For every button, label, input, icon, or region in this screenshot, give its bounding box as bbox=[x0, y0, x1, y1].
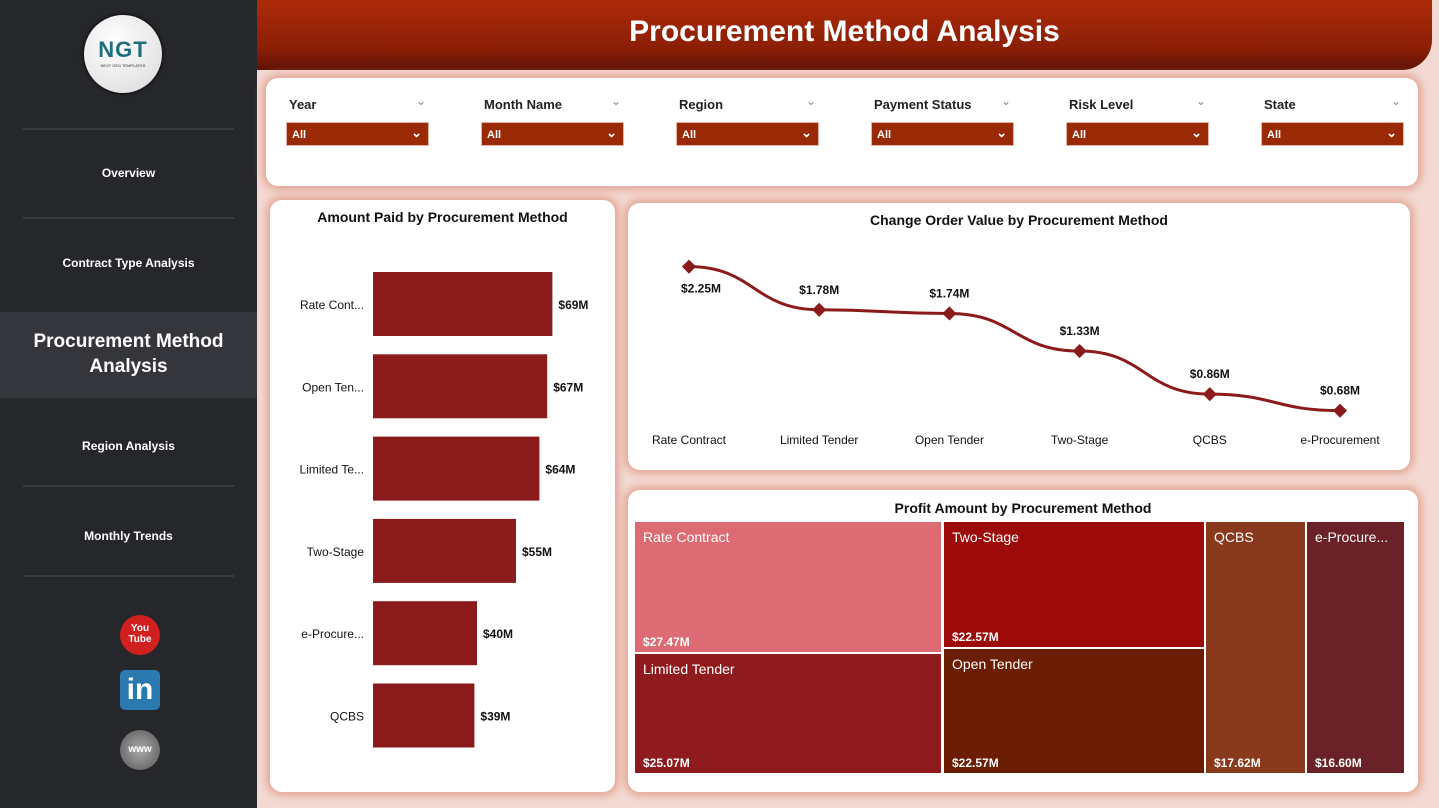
chart-title: Profit Amount by Procurement Method bbox=[894, 500, 1152, 516]
chevron-down-icon: ⌄ bbox=[996, 125, 1007, 140]
treemap-tile[interactable]: Two-Stage $22.57M bbox=[944, 522, 1204, 647]
divider bbox=[23, 128, 234, 130]
x-tick-label: Rate Contract bbox=[652, 433, 727, 447]
data-label: $1.33M bbox=[1060, 324, 1100, 338]
data-point bbox=[681, 259, 697, 274]
filter-dropdown[interactable]: All ⌄ bbox=[1066, 122, 1209, 146]
filter-label: Risk Level bbox=[1069, 97, 1134, 112]
data-point bbox=[1072, 343, 1087, 359]
category-label: Rate Cont... bbox=[300, 298, 364, 312]
data-label: $55M bbox=[522, 545, 552, 559]
change-order-chart: Change Order Value by Procurement Method… bbox=[628, 203, 1410, 470]
treemap-tile[interactable]: QCBS $17.62M bbox=[1206, 522, 1305, 773]
category-label: Limited Te... bbox=[300, 463, 364, 477]
treemap-tile[interactable]: Open Tender $22.57M bbox=[944, 649, 1204, 773]
sidebar: NGT NEXT GEN TEMPLATES Overview Contract … bbox=[0, 0, 257, 808]
sidebar-item-overview[interactable]: Overview bbox=[101, 166, 156, 180]
filter-dropdown[interactable]: All ⌄ bbox=[481, 122, 624, 146]
page-title: Procurement Method Analysis bbox=[257, 0, 1432, 70]
sidebar-item-region[interactable]: Region Analysis bbox=[82, 439, 175, 453]
chevron-down-icon[interactable]: ⌄ bbox=[806, 94, 817, 108]
chart-title: Amount Paid by Procurement Method bbox=[317, 209, 568, 225]
filter-dropdown[interactable]: All ⌄ bbox=[286, 122, 429, 146]
sidebar-item-contract-type[interactable]: Contract Type Analysis bbox=[62, 256, 195, 270]
x-tick-label: e-Procurement bbox=[1300, 433, 1380, 447]
data-label: $2.25M bbox=[681, 282, 721, 296]
data-label: $1.78M bbox=[799, 283, 839, 297]
data-label: $64M bbox=[545, 463, 575, 477]
data-label: $1.74M bbox=[929, 286, 969, 300]
bar bbox=[373, 272, 553, 336]
divider bbox=[23, 485, 234, 487]
filter-label: Year bbox=[289, 97, 317, 112]
filter-dropdown[interactable]: All ⌄ bbox=[871, 122, 1014, 146]
category-label: Open Ten... bbox=[302, 380, 364, 394]
filter-label: Month Name bbox=[484, 97, 562, 112]
x-tick-label: Limited Tender bbox=[780, 433, 859, 447]
sidebar-item-procurement-method[interactable]: Procurement Method Analysis bbox=[0, 312, 257, 398]
treemap-tile[interactable]: Rate Contract $27.47M bbox=[635, 522, 941, 652]
x-tick-label: Open Tender bbox=[915, 433, 984, 447]
filter-label: State bbox=[1264, 97, 1296, 112]
filter-panel: Year ⌄ All ⌄ Month Name ⌄ All ⌄ Region ⌄ All… bbox=[266, 78, 1418, 186]
data-label: $39M bbox=[480, 710, 510, 724]
bar bbox=[373, 601, 477, 666]
chevron-down-icon: ⌄ bbox=[1386, 125, 1397, 140]
x-tick-label: Two-Stage bbox=[1051, 433, 1109, 447]
bar bbox=[373, 436, 540, 501]
filter-label: Region bbox=[679, 97, 724, 112]
treemap-tile[interactable]: Limited Tender $25.07M bbox=[635, 654, 941, 773]
data-label: $0.86M bbox=[1190, 367, 1230, 381]
bar bbox=[373, 518, 516, 583]
bar bbox=[373, 354, 548, 419]
category-label: QCBS bbox=[330, 710, 364, 724]
series-line bbox=[688, 265, 1341, 413]
data-label: $40M bbox=[483, 627, 513, 641]
chevron-down-icon[interactable]: ⌄ bbox=[416, 94, 427, 108]
chart-title: Change Order Value by Procurement Method bbox=[870, 212, 1168, 228]
category-label: e-Procure... bbox=[301, 627, 364, 641]
data-label: $69M bbox=[558, 298, 588, 312]
amount-paid-chart: Amount Paid by Procurement Method Rate C… bbox=[270, 200, 615, 792]
filter-dropdown[interactable]: All ⌄ bbox=[676, 122, 819, 146]
category-label: Two-Stage bbox=[307, 545, 365, 559]
divider bbox=[23, 575, 234, 577]
chevron-down-icon: ⌄ bbox=[606, 125, 617, 140]
data-label: $67M bbox=[553, 380, 583, 394]
chevron-down-icon[interactable]: ⌄ bbox=[611, 94, 622, 108]
divider bbox=[23, 217, 234, 219]
data-point bbox=[942, 306, 957, 321]
data-point bbox=[812, 302, 827, 317]
filter-dropdown[interactable]: All ⌄ bbox=[1261, 122, 1404, 146]
sidebar-item-monthly-trends[interactable]: Monthly Trends bbox=[84, 529, 173, 543]
profit-treemap: Profit Amount by Procurement Method Rate… bbox=[628, 490, 1418, 792]
bar bbox=[373, 683, 475, 748]
filter-label: Payment Status bbox=[874, 97, 972, 112]
web-icon[interactable]: www bbox=[120, 730, 160, 770]
data-label: $0.68M bbox=[1320, 384, 1360, 398]
treemap-tile[interactable]: e-Procure... $16.60M bbox=[1307, 522, 1404, 773]
linkedin-icon[interactable]: in bbox=[120, 670, 160, 710]
data-point bbox=[1202, 387, 1217, 402]
logo: NGT NEXT GEN TEMPLATES bbox=[84, 15, 162, 93]
chevron-down-icon: ⌄ bbox=[1191, 125, 1202, 140]
x-tick-label: QCBS bbox=[1193, 433, 1227, 447]
youtube-icon[interactable]: You Tube bbox=[120, 615, 160, 655]
chevron-down-icon[interactable]: ⌄ bbox=[1001, 94, 1012, 108]
chevron-down-icon[interactable]: ⌄ bbox=[1391, 94, 1402, 108]
data-point bbox=[1332, 403, 1348, 418]
chevron-down-icon: ⌄ bbox=[411, 125, 422, 140]
chevron-down-icon[interactable]: ⌄ bbox=[1196, 94, 1207, 108]
chevron-down-icon: ⌄ bbox=[801, 125, 812, 140]
